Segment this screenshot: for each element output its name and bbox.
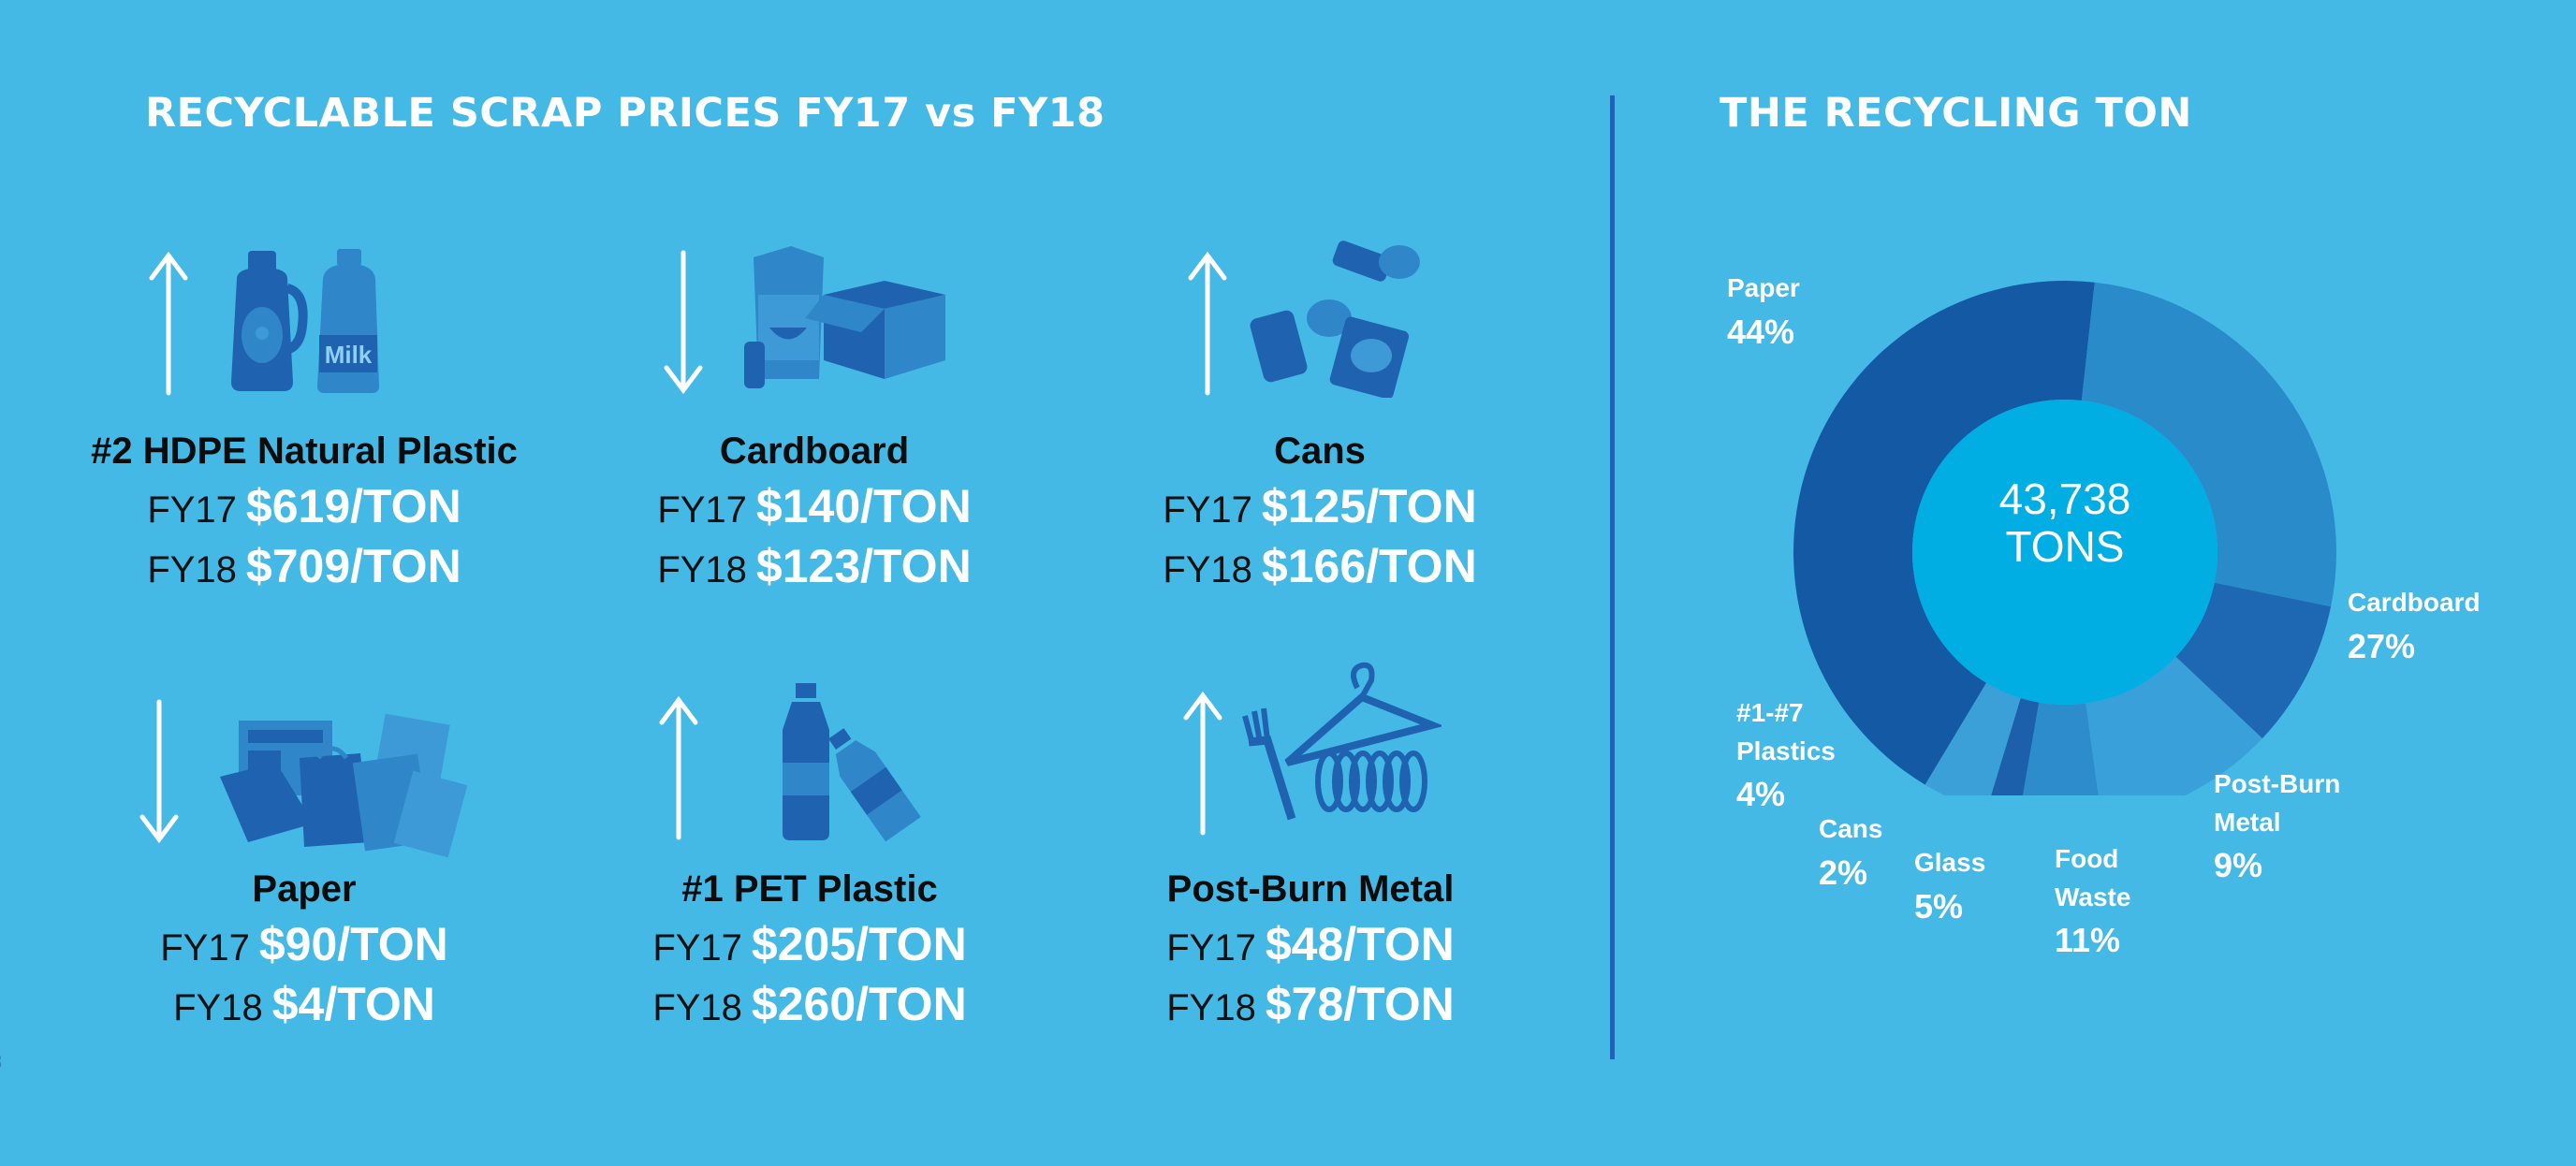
- page-number: 8: [0, 1050, 2, 1074]
- total-tons-unit: TONS: [2005, 521, 2125, 571]
- material-name: Cardboard: [719, 430, 910, 472]
- fy18-label: FY18: [173, 987, 263, 1028]
- fy18-label: FY18: [147, 549, 237, 590]
- fy17-price: $140/TON: [755, 480, 972, 532]
- cans-icon: [1245, 239, 1432, 402]
- fy17-label: FY17: [657, 489, 747, 531]
- plastic-bottles-icon: [758, 683, 927, 847]
- label-food-waste: Food Waste 11%: [2055, 840, 2130, 965]
- fy18-price: $709/TON: [245, 540, 461, 592]
- fy17-price: $48/TON: [1265, 918, 1455, 970]
- fy18-label: FY18: [652, 987, 742, 1028]
- slice-percent: 27%: [2348, 626, 2416, 665]
- fy17-price-row: FY17 $125/TON: [1039, 479, 1601, 533]
- slice-name: Plastics: [1736, 736, 1836, 765]
- slice-percent: 2%: [1819, 853, 1868, 892]
- slice-name: #1-#7: [1736, 698, 1804, 727]
- fy17-price: $125/TON: [1261, 480, 1477, 532]
- slice-name: Metal: [2214, 807, 2281, 837]
- arrow-up-icon: [1175, 688, 1231, 856]
- material-name: #1 PET Plastic: [681, 868, 938, 910]
- fy17-price: $619/TON: [245, 480, 461, 532]
- fy17-price-row: FY17 $619/TON: [23, 479, 585, 533]
- cardboard-boxes-icon: [721, 239, 964, 402]
- slice-1-7-plastics: [1925, 682, 2021, 795]
- slice-name: Cardboard: [2348, 588, 2481, 617]
- section-divider: [1610, 95, 1615, 1059]
- recycling-donut-chart: [1793, 281, 2336, 795]
- recycling-ton-title: THE RECYCLING TON: [1720, 90, 2192, 137]
- label-post-burn-metal: Post-Burn Metal 9%: [2214, 765, 2340, 890]
- fy18-price: $123/TON: [755, 540, 972, 592]
- slice-cans: [1991, 697, 2040, 795]
- material-name: Paper: [252, 868, 357, 910]
- fy18-price-row: FY18 $78/TON: [1030, 977, 1591, 1031]
- slice-paper: [1793, 281, 2095, 785]
- fy18-price-row: FY18 $166/TON: [1039, 539, 1601, 593]
- plastic-jugs-icon: Milk: [220, 241, 407, 405]
- slice-name: Paper: [1727, 273, 1800, 302]
- arrow-down-icon: [131, 697, 187, 866]
- fy17-label: FY17: [1163, 489, 1252, 531]
- fy18-price: $4/TON: [271, 978, 435, 1030]
- slice-percent: 5%: [1914, 886, 1964, 926]
- slice-percent: 11%: [2055, 921, 2121, 960]
- fy18-price: $260/TON: [751, 978, 967, 1030]
- material-name: Cans: [1274, 430, 1366, 472]
- total-tons-value: 43,738: [1998, 474, 2131, 523]
- slice-post-burn-metal: [2175, 582, 2332, 739]
- fy18-price-row: FY18 $4/TON: [23, 977, 585, 1031]
- arrow-down-icon: [655, 248, 711, 416]
- slice-percent: 44%: [1727, 312, 1795, 351]
- slice-name: Post-Burn: [2214, 769, 2341, 798]
- fy17-price: $205/TON: [751, 918, 967, 970]
- slice-percent: 4%: [1736, 775, 1786, 814]
- fy17-price-row: FY17 $140/TON: [534, 479, 1095, 533]
- fy17-price-row: FY17 $48/TON: [1030, 917, 1591, 971]
- fy17-label: FY17: [147, 489, 237, 531]
- label-1-7-plastics: #1-#7 Plastics 4%: [1736, 694, 1836, 819]
- fy18-price: $166/TON: [1261, 540, 1477, 592]
- arrow-up-icon: [651, 692, 707, 861]
- fy17-price: $90/TON: [258, 918, 448, 970]
- label-cans: Cans 2%: [1819, 810, 1882, 897]
- fy18-price-row: FY18 $260/TON: [529, 977, 1090, 1031]
- fy18-price-row: FY18 $709/TON: [23, 539, 585, 593]
- scrap-prices-title: RECYCLABLE SCRAP PRICES FY17 vs FY18: [145, 90, 1105, 137]
- fy17-label: FY17: [652, 927, 742, 969]
- arrow-up-icon: [1179, 248, 1236, 416]
- svg-text:Milk: Milk: [325, 341, 373, 369]
- metal-scrap-icon: [1236, 660, 1444, 833]
- donut-hole: [1912, 400, 2217, 705]
- paper-icon: [211, 702, 473, 866]
- fy18-label: FY18: [1166, 987, 1256, 1028]
- donut-center-label: 43,738 TONS: [1971, 475, 2159, 570]
- fy17-price-row: FY17 $90/TON: [23, 917, 585, 971]
- slice-name: Glass: [1914, 848, 1986, 877]
- fy17-label: FY17: [160, 927, 250, 969]
- label-paper: Paper 44%: [1727, 270, 1800, 357]
- material-name: Post-Burn Metal: [1166, 868, 1455, 910]
- fy18-label: FY18: [1163, 549, 1252, 590]
- fy18-price-row: FY18 $123/TON: [534, 539, 1095, 593]
- arrow-up-icon: [140, 248, 197, 416]
- label-glass: Glass 5%: [1914, 844, 1985, 931]
- slice-cardboard: [2081, 282, 2336, 607]
- slice-name: Cans: [1819, 814, 1883, 843]
- slice-name: Food: [2055, 844, 2119, 873]
- fy17-price-row: FY17 $205/TON: [529, 917, 1090, 971]
- slice-food-waste: [2086, 656, 2262, 795]
- slice-name: Waste: [2055, 882, 2131, 911]
- label-cardboard: Cardboard 27%: [2348, 584, 2481, 671]
- fy17-label: FY17: [1166, 927, 1256, 969]
- fy18-price: $78/TON: [1265, 978, 1455, 1030]
- slice-glass: [2022, 702, 2099, 795]
- slice-percent: 9%: [2214, 846, 2263, 885]
- material-name: #2 HDPE Natural Plastic: [91, 430, 518, 472]
- fy18-label: FY18: [657, 549, 747, 590]
